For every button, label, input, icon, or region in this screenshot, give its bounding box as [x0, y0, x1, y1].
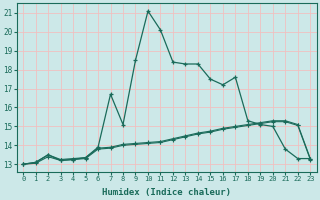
X-axis label: Humidex (Indice chaleur): Humidex (Indice chaleur) — [102, 188, 231, 197]
